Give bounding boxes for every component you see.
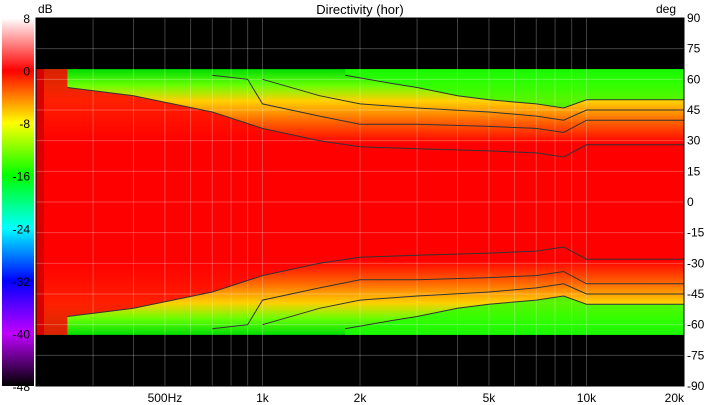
y-tick-label: 0 [687, 195, 694, 209]
contour-line [67, 246, 684, 317]
colorbar-ticks: 8 0 -8 -16 -24 -32 -40 -48 [13, 12, 31, 394]
y-tick-label: -30 [687, 256, 705, 270]
chart-title: Directivity (hor) [316, 2, 403, 17]
contour-lines [67, 74, 684, 330]
contour-line [262, 78, 684, 121]
x-tick-label: 2k [354, 391, 368, 405]
colorbar-tick-label: 0 [23, 65, 30, 79]
contour-line [345, 295, 684, 330]
colorbar-unit: dB [38, 2, 53, 16]
x-axis-ticks: 500Hz 1k 2k 5k 10k 20k [148, 391, 685, 405]
colorbar-tick-label: -24 [13, 222, 31, 236]
colorbar-tick-label: -32 [13, 275, 31, 289]
y-tick-label: 75 [687, 42, 701, 56]
y-tick-label: -45 [687, 287, 705, 301]
contour-line [345, 74, 684, 109]
heatmap-red-region [36, 69, 684, 335]
colorbar-tick-label: 8 [23, 12, 30, 26]
colorbar-tick-label: -40 [13, 327, 31, 341]
x-tick-label: 1k [256, 391, 270, 405]
plot-area [36, 18, 684, 386]
contour-line [212, 74, 684, 134]
contour-line [212, 270, 684, 330]
y-tick-label: -15 [687, 226, 705, 240]
contour-line [262, 283, 684, 326]
x-tick-label: 500Hz [148, 391, 183, 405]
y-tick-label: -60 [687, 318, 705, 332]
colorbar-tick-label: -8 [19, 117, 30, 131]
y-tick-label: 15 [687, 164, 701, 178]
y-axis-ticks: 90 75 60 45 30 15 0 -15 -30 -45 -60 -75 -90 [687, 11, 705, 393]
heatmap-detail [36, 69, 684, 335]
x-tick-label: 10k [577, 391, 597, 405]
plot-frame [35, 17, 685, 387]
y-axis-unit: deg [656, 2, 676, 16]
colorbar-tick-label: -16 [13, 170, 31, 184]
y-tick-label: 30 [687, 134, 701, 148]
y-tick-label: -75 [687, 348, 705, 362]
y-tick-label: 45 [687, 103, 701, 117]
x-tick-label: 20k [665, 391, 685, 405]
colorbar [2, 18, 34, 386]
heatmap-green-region-bottom [345, 296, 684, 335]
grid-lines [36, 18, 684, 386]
x-tick-label: 5k [483, 391, 497, 405]
contour-line [67, 87, 684, 158]
y-tick-label: 90 [687, 11, 701, 25]
y-tick-label: 60 [687, 72, 701, 86]
colorbar-tick-label: -48 [13, 380, 31, 394]
heatmap-green-region-top [345, 69, 684, 108]
y-tick-label: -90 [687, 379, 705, 393]
